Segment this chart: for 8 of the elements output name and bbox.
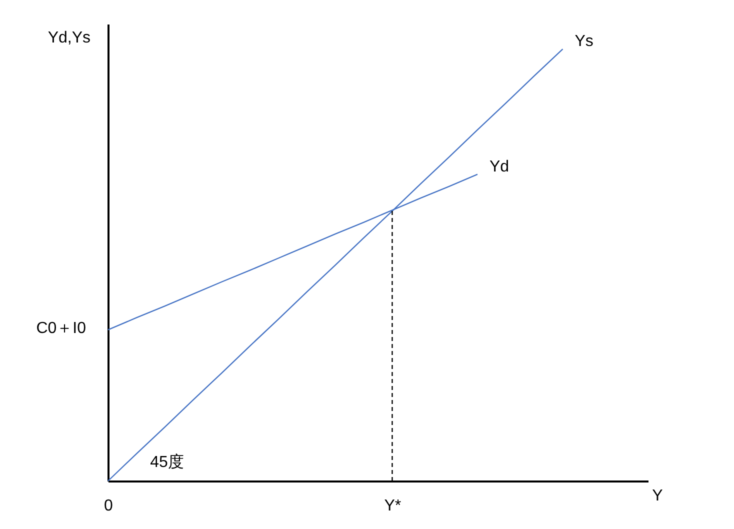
text: C0＋I0 <box>36 320 86 337</box>
x-tick-label: Y* <box>384 498 402 514</box>
annotation: 45度 <box>150 453 184 471</box>
x-tick-label: 0 <box>104 498 114 514</box>
x-axis-title: Y <box>652 488 664 504</box>
y-axis-title: Yd,Ys <box>48 30 90 46</box>
series-label: Yd <box>489 158 510 176</box>
series-label: Ys <box>574 33 594 50</box>
